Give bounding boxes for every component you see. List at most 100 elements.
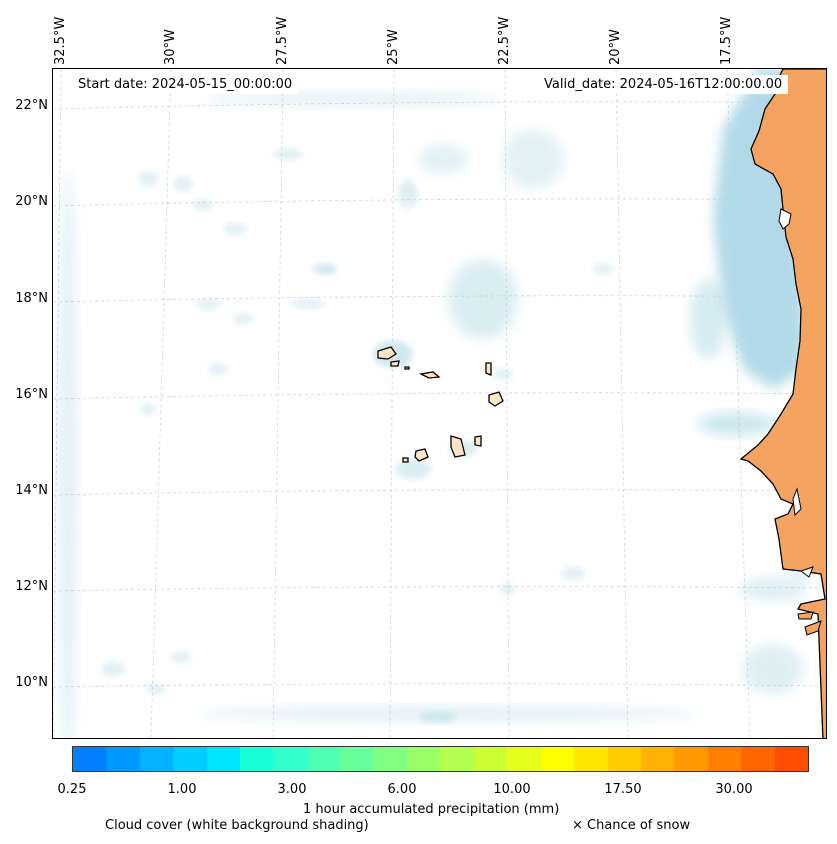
cloud-patch	[500, 583, 516, 595]
gridline-lon-32-5w	[53, 69, 62, 738]
coast-inlet	[778, 208, 792, 230]
colorbar-segment	[640, 747, 675, 771]
colorbar-tick: 17.50	[604, 782, 642, 797]
cloud-patch	[208, 363, 228, 375]
cloud-patch	[233, 313, 253, 325]
island-santiago	[450, 435, 466, 458]
colorbar-segment	[373, 747, 408, 771]
lon-label-17-5w: 17.5°W	[719, 16, 734, 65]
cloud-patch	[448, 259, 518, 339]
cloud-patch	[738, 577, 808, 601]
cloud-patch	[318, 264, 338, 274]
colorbar-segment	[73, 747, 107, 771]
island-santa-luzia	[404, 366, 410, 370]
cloud-patch	[690, 279, 726, 359]
lat-label-10n: 10°N	[15, 675, 48, 690]
lon-label-30w: 30°W	[163, 29, 178, 65]
gridline-lon-25w	[389, 69, 395, 738]
island-fogo	[414, 448, 429, 462]
cloud-patch	[138, 171, 158, 187]
island-sao-vicente	[390, 360, 400, 367]
colorbar-segment	[741, 747, 775, 771]
cloud-patch	[101, 661, 125, 677]
colorbar-segment	[607, 747, 641, 771]
colorbar-segment	[407, 747, 441, 771]
coast-island	[797, 611, 814, 620]
gridline-lat-22n	[53, 101, 826, 110]
coast-island	[804, 620, 822, 636]
cloud-patch	[171, 651, 191, 663]
gridline-lat-14n	[53, 489, 826, 496]
cloud-patch	[395, 459, 431, 479]
lon-label-25w: 25°W	[386, 29, 401, 65]
cape-verde-islands	[377, 346, 504, 463]
gridline-lon-27-5w	[272, 69, 284, 738]
gridline-lat-10n	[53, 683, 826, 688]
start-date-label: Start date: 2024-05-15_00:00:00	[72, 75, 299, 94]
island-boa-vista	[488, 391, 504, 407]
colorbar-segment	[507, 747, 541, 771]
colorbar-tick: 6.00	[387, 782, 417, 797]
cloud-patch	[193, 199, 213, 211]
colorbar-tick: 10.00	[493, 782, 531, 797]
cloud-patch	[561, 567, 585, 581]
gridline-lon-20w	[615, 69, 629, 738]
gridline-lat-20n	[53, 198, 826, 207]
lat-label-20n: 20°N	[15, 194, 48, 209]
cloud-patch	[146, 683, 166, 695]
island-maio	[474, 435, 482, 447]
colorbar-tick: 1.00	[167, 782, 197, 797]
colorbar-segment	[340, 747, 374, 771]
map-canvas	[53, 69, 826, 738]
precipitation-colorbar	[72, 746, 809, 772]
lat-label-14n: 14°N	[15, 483, 48, 498]
cloud-patch	[503, 129, 563, 189]
colorbar-tick: 3.00	[277, 782, 307, 797]
colorbar-tick: 0.25	[57, 782, 87, 797]
cloud-patch	[593, 263, 613, 275]
lon-label-27-5w: 27.5°W	[275, 16, 290, 65]
lon-label-22-5w: 22.5°W	[497, 16, 512, 65]
gridline-lon-17-5w	[726, 69, 751, 738]
colorbar-label: 1 hour accumulated precipitation (mm)	[303, 802, 560, 817]
colorbar-segment	[707, 747, 742, 771]
coast-inlet	[792, 487, 802, 517]
colorbar-tick: 30.00	[715, 782, 753, 797]
lat-label-22n: 22°N	[15, 98, 48, 113]
cloud-north-band	[203, 91, 503, 107]
gridline-lon-22-5w	[504, 69, 510, 738]
cloud-patch	[493, 368, 513, 380]
colorbar-segment	[540, 747, 575, 771]
gridline-lat-12n	[53, 586, 826, 592]
gridline-lon-30w	[150, 69, 172, 738]
island-santo-antao	[377, 346, 397, 360]
lat-label-18n: 18°N	[15, 291, 48, 306]
cloud-patch	[173, 176, 193, 192]
cloud-patch	[743, 644, 803, 694]
cloud-patch	[196, 298, 220, 310]
cloud-patch	[273, 148, 303, 160]
lon-label-20w: 20°W	[608, 29, 623, 65]
colorbar-segment	[674, 747, 708, 771]
lon-label-32-5w: 32.5°W	[53, 16, 68, 65]
island-brava	[402, 457, 409, 463]
map-panel	[52, 68, 827, 739]
colorbar-segment	[574, 747, 608, 771]
cloud-patch	[290, 299, 326, 309]
colorbar-segment	[306, 747, 341, 771]
colorbar-segment	[139, 747, 174, 771]
cloud-patch	[420, 711, 456, 723]
colorbar-segment	[440, 747, 474, 771]
lat-label-16n: 16°N	[15, 387, 48, 402]
colorbar-segment	[173, 747, 207, 771]
cloud-west-edge	[58, 169, 78, 738]
valid-date-label: Valid_date: 2024-05-16T12:00:00.00	[538, 75, 789, 94]
island-sao-nicolau	[418, 371, 441, 379]
lat-label-12n: 12°N	[15, 579, 48, 594]
colorbar-segment	[106, 747, 140, 771]
cloud-patch	[697, 412, 777, 436]
colorbar-segment	[273, 747, 307, 771]
gridline-lat-16n	[53, 392, 826, 400]
cloud-patch	[223, 223, 247, 235]
coast-inlet	[799, 566, 814, 578]
